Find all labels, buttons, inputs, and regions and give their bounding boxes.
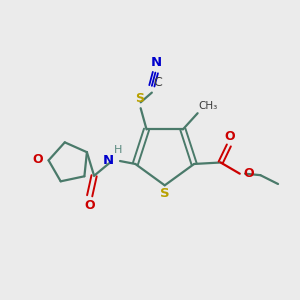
Text: H: H	[113, 145, 122, 155]
Text: N: N	[150, 56, 161, 69]
Text: O: O	[84, 199, 95, 212]
Text: O: O	[33, 153, 43, 166]
Text: O: O	[224, 130, 235, 143]
Text: S: S	[135, 92, 144, 105]
Text: CH₃: CH₃	[199, 101, 218, 111]
Text: C: C	[154, 76, 162, 89]
Text: S: S	[160, 187, 169, 200]
Text: O: O	[243, 167, 254, 180]
Text: N: N	[102, 154, 113, 167]
